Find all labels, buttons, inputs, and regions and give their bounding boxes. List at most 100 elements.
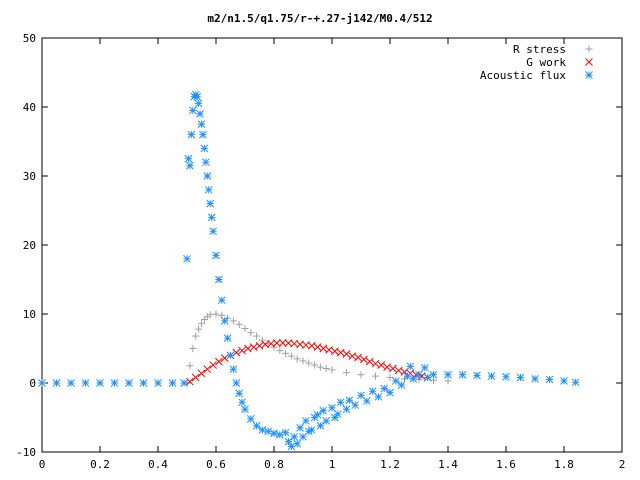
- chart-title: m2/n1.5/q1.75/r-+.27-j142/M0.4/512: [207, 12, 432, 25]
- data-point: [226, 351, 235, 360]
- data-point: [212, 251, 220, 260]
- data-point: [473, 371, 481, 380]
- data-point: [360, 355, 368, 364]
- data-point: [168, 379, 177, 387]
- data-point: [307, 426, 316, 434]
- data-point: [220, 317, 229, 325]
- data-point: [67, 379, 75, 387]
- data-point: [487, 372, 496, 380]
- data-point: [184, 154, 193, 163]
- data-point: [458, 370, 467, 379]
- data-point: [186, 362, 194, 370]
- data-point: [196, 110, 204, 118]
- data-point: [206, 199, 215, 208]
- data-point: [110, 379, 119, 387]
- legend-label: G work: [526, 56, 566, 69]
- data-point: [217, 296, 226, 305]
- data-point: [319, 344, 328, 353]
- data-point: [246, 415, 255, 423]
- data-point: [305, 359, 313, 367]
- data-point: [374, 392, 383, 401]
- data-point: [232, 379, 241, 387]
- data-point: [342, 405, 351, 414]
- data-point: [319, 406, 328, 415]
- x-tick-label: 0.6: [206, 458, 226, 471]
- data-point: [342, 350, 351, 358]
- data-point: [313, 343, 322, 351]
- data-point: [362, 397, 371, 405]
- x-tick-label: 0.4: [148, 458, 168, 471]
- x-tick-label: 1.6: [496, 458, 516, 471]
- data-point: [270, 429, 278, 438]
- data-point: [311, 361, 319, 369]
- data-point: [389, 364, 397, 373]
- data-point: [241, 405, 249, 414]
- data-point: [125, 379, 133, 387]
- legend-marker: [585, 58, 593, 66]
- legend-label: R stress: [513, 43, 566, 56]
- data-point: [193, 92, 202, 101]
- data-point: [354, 353, 362, 362]
- data-point: [380, 384, 389, 393]
- data-point: [531, 375, 539, 383]
- data-point: [194, 99, 203, 108]
- data-point: [186, 377, 194, 386]
- data-point: [187, 130, 196, 139]
- data-point: [336, 348, 345, 357]
- plot-area: 0 0.2 0.4 0.6 0.8 1 1.2 1.4 1.6 1.8 2-100102030405…: [16, 32, 625, 471]
- data-point: [420, 363, 429, 372]
- data-point: [204, 185, 213, 194]
- data-point: [293, 355, 301, 363]
- data-point: [258, 426, 267, 434]
- data-point: [183, 254, 191, 263]
- data-point: [241, 324, 249, 332]
- x-tick-label: 0.8: [264, 458, 284, 471]
- y-tick-label: 50: [23, 32, 36, 45]
- legend-label: Acoustic flux: [480, 69, 566, 82]
- data-point: [287, 352, 295, 360]
- data-point: [154, 379, 162, 387]
- data-point: [383, 363, 391, 371]
- data-point: [302, 417, 310, 425]
- data-point: [81, 379, 90, 387]
- data-point: [276, 347, 284, 355]
- data-point: [197, 120, 206, 129]
- data-point: [444, 370, 452, 379]
- data-point: [397, 381, 406, 389]
- data-point: [203, 365, 212, 374]
- data-point: [186, 161, 194, 170]
- data-point: [199, 130, 207, 139]
- data-point: [229, 317, 237, 325]
- data-point: [247, 329, 255, 337]
- data-point: [415, 370, 423, 379]
- y-tick-label: 20: [23, 239, 36, 252]
- data-point: [296, 423, 304, 432]
- data-point: [238, 398, 246, 407]
- y-tick-label: 0: [29, 377, 36, 390]
- data-point: [328, 366, 336, 374]
- data-point: [281, 428, 290, 437]
- legend-marker: [585, 45, 593, 53]
- data-point: [201, 158, 210, 167]
- data-point: [284, 437, 293, 446]
- data-point: [209, 361, 217, 369]
- data-point: [336, 398, 345, 407]
- data-point: [209, 227, 217, 236]
- series-0: [183, 310, 452, 387]
- data-point: [333, 410, 342, 418]
- data-point: [223, 334, 232, 343]
- data-point: [38, 379, 46, 387]
- data-point: [502, 372, 510, 381]
- series-2: [38, 90, 580, 451]
- data-point: [249, 343, 258, 351]
- data-point: [444, 377, 452, 385]
- data-point: [299, 357, 307, 365]
- data-point: [429, 370, 438, 379]
- data-point: [357, 371, 365, 379]
- x-tick-label: 0.2: [90, 458, 110, 471]
- y-tick-label: 30: [23, 170, 36, 183]
- data-point: [560, 377, 568, 385]
- data-point: [252, 421, 261, 430]
- data-point: [348, 352, 357, 360]
